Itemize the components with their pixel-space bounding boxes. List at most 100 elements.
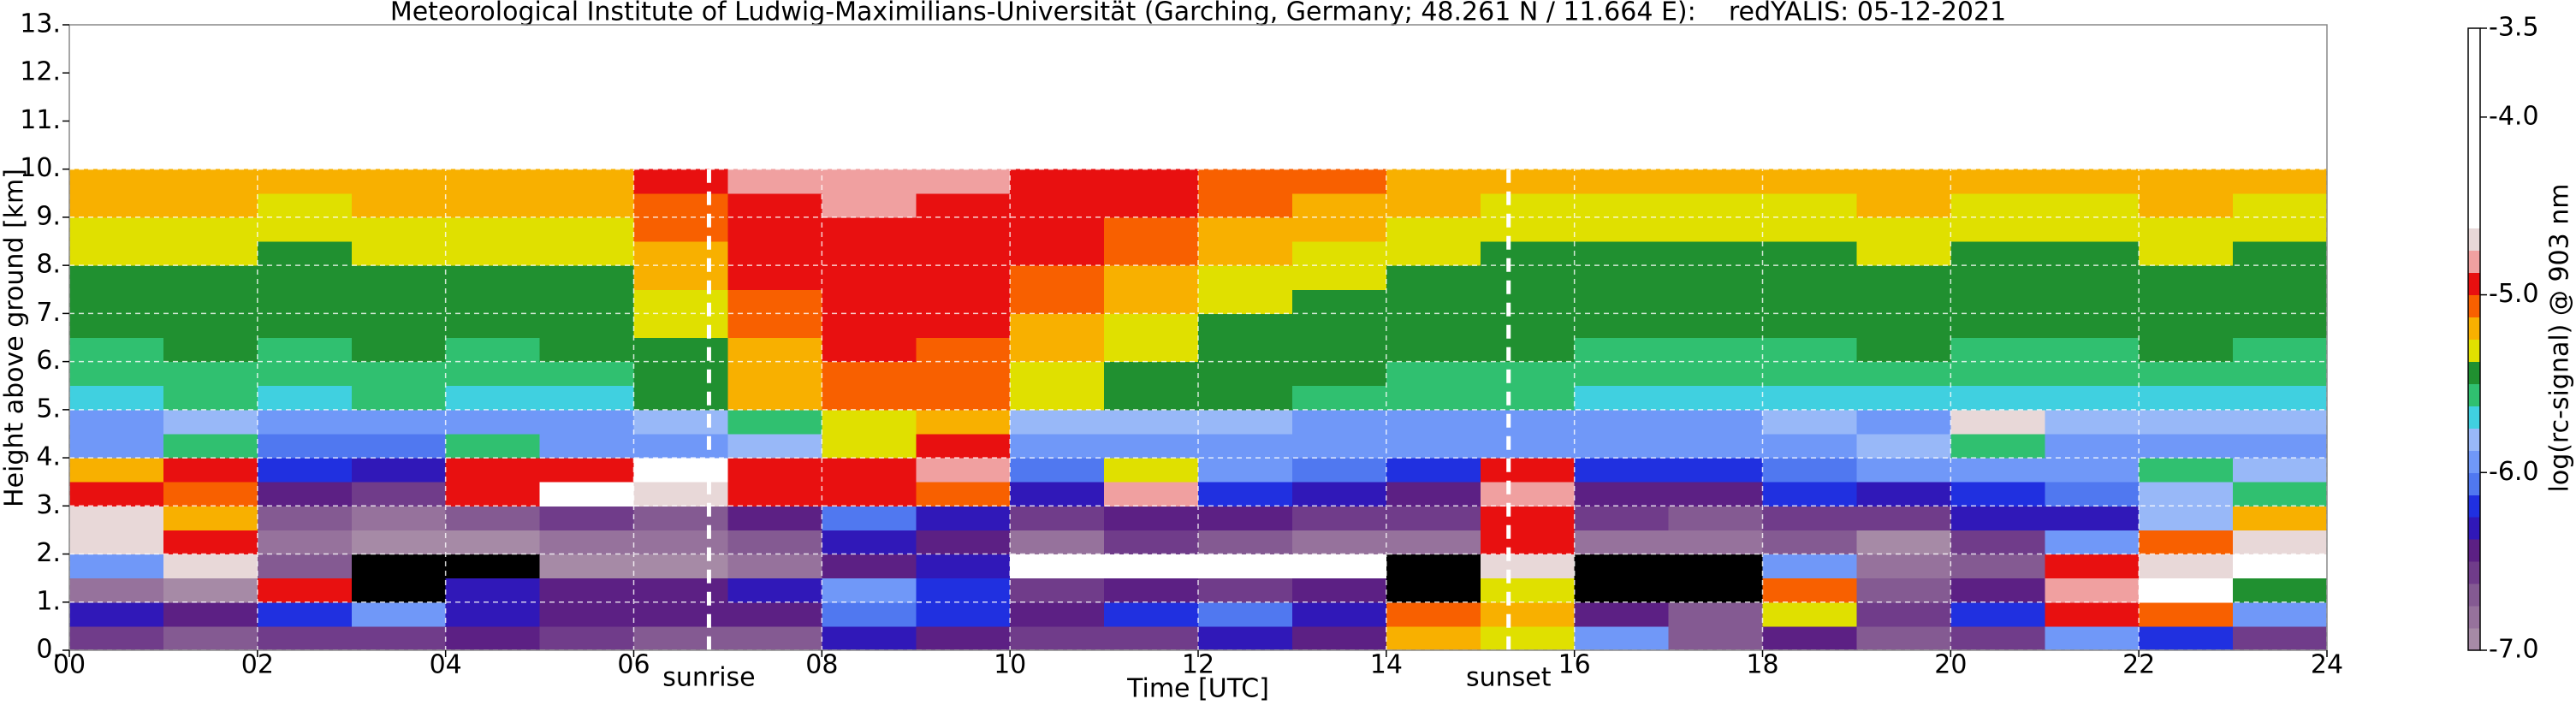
heatmap-cell [1291,313,1387,338]
heatmap-cell [822,578,917,603]
x-tick-label: 12 [1182,650,1214,680]
heatmap-cell [69,433,164,459]
heatmap-cell [539,530,634,555]
heatmap-cell [916,625,1011,651]
y-axis-label: Height above ground [km] [0,169,30,507]
heatmap-cell [539,193,634,218]
y-tick-label: 8. [36,250,61,280]
heatmap-cell [1010,506,1105,530]
heatmap-cell [2045,530,2140,555]
heatmap-cell [2139,554,2234,579]
colorbar-bin [2468,139,2480,163]
heatmap-cell [1480,241,1576,266]
heatmap-cell [1856,482,1951,507]
heatmap-cell [1762,530,1857,555]
heatmap-cell [1950,578,2045,603]
heatmap-cell [257,337,353,363]
heatmap-cell [163,385,258,411]
heatmap-cell [257,241,353,266]
heatmap-cell [2233,506,2328,530]
heatmap-cell [445,458,541,483]
x-tick-label: 10 [994,650,1026,680]
heatmap-cell [257,193,353,218]
heatmap-cell [1198,313,1293,338]
heatmap-cell [1668,554,1763,579]
heatmap-cell [1480,337,1576,363]
heatmap-cell [1762,313,1857,338]
heatmap-cell [633,409,728,435]
heatmap-cell [1386,193,1481,218]
heatmap-cell [445,241,541,266]
colorbar-bin [2468,406,2480,429]
heatmap-cell [1950,169,2045,194]
heatmap-cell [1480,289,1576,314]
heatmap-cell [445,409,541,435]
heatmap-cell [1198,554,1293,579]
heatmap-cell [1574,216,1670,242]
heatmap-cell [445,506,541,530]
heatmap-cell [445,554,541,579]
heatmap-cell [539,289,634,314]
heatmap-cell [1104,482,1199,507]
heatmap-cell [1386,289,1481,314]
x-tick-label: 04 [430,650,462,680]
heatmap-cell [1386,506,1481,530]
heatmap-cell [1574,361,1670,387]
heatmap-cell [727,361,822,387]
heatmap-cell [351,337,447,363]
heatmap-cell [1480,601,1576,627]
heatmap-cell [163,193,258,218]
heatmap-cell [163,433,258,459]
heatmap-cell [1762,361,1857,387]
annotation-label: sunrise [662,663,755,693]
heatmap-cell [1291,337,1387,363]
heatmap-cell [351,625,447,651]
heatmap-cell [916,337,1011,363]
heatmap-cell [1574,554,1670,579]
heatmap-cell [1386,241,1481,266]
heatmap-cell [445,482,541,507]
heatmap-cell [1856,216,1951,242]
heatmap-cell [916,265,1011,290]
heatmap-cell [445,169,541,194]
heatmap-cell [2045,385,2140,411]
heatmap-cell [351,265,447,290]
heatmap-cell [1198,530,1293,555]
heatmap-cell [2139,458,2234,483]
heatmap-cell [69,361,164,387]
heatmap-cell [633,433,728,459]
colorbar-tick-label: -6.0 [2489,457,2539,487]
heatmap-cell [1010,625,1105,651]
heatmap-cell [2139,313,2234,338]
colorbar-bin [2468,50,2480,74]
colorbar-bin [2468,472,2480,495]
heatmap-cell [1198,385,1293,411]
heatmap-cell [69,337,164,363]
heatmap-cell [633,554,728,579]
heatmap-cell [1198,409,1293,435]
heatmap-cell [539,433,634,459]
heatmap-cell [1198,289,1293,314]
heatmap-cell [1291,433,1387,459]
x-tick-label: 14 [1370,650,1403,680]
heatmap-cell [1574,337,1670,363]
heatmap-cell [822,337,917,363]
heatmap-cell [539,578,634,603]
heatmap-cell [2233,169,2328,194]
heatmap-cell [633,506,728,530]
heatmap-cell [445,313,541,338]
heatmap-cell [1574,458,1670,483]
heatmap-cell [1480,578,1576,603]
heatmap-cell [1668,458,1763,483]
heatmap-cell [351,458,447,483]
heatmap-cell [1480,169,1576,194]
heatmap-cell [633,289,728,314]
heatmap-cell [1480,385,1576,411]
heatmap-cell [1762,169,1857,194]
heatmap-cell [1950,625,2045,651]
heatmap-cell [539,337,634,363]
heatmap-cell [727,193,822,218]
heatmap-cell [2045,216,2140,242]
y-tick-label: 9. [36,201,61,231]
heatmap-cell [1574,193,1670,218]
